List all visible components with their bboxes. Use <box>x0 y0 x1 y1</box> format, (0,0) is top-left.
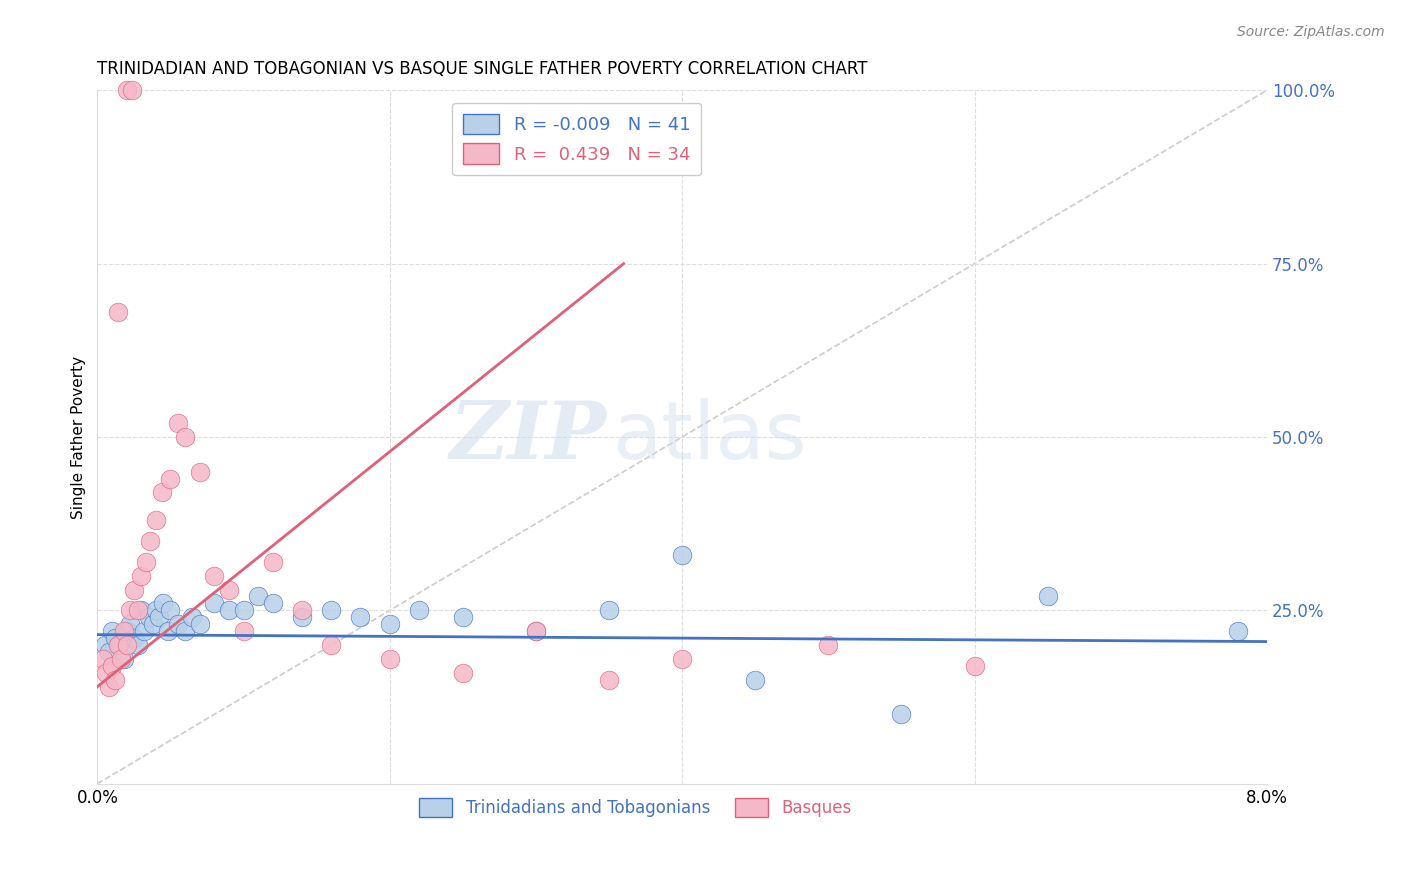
Text: TRINIDADIAN AND TOBAGONIAN VS BASQUE SINGLE FATHER POVERTY CORRELATION CHART: TRINIDADIAN AND TOBAGONIAN VS BASQUE SIN… <box>97 60 868 78</box>
Point <box>93 638 115 652</box>
Point <box>135 555 157 569</box>
Point <box>378 617 401 632</box>
Point <box>112 624 135 639</box>
Point <box>744 673 766 687</box>
Point <box>963 658 986 673</box>
Point <box>127 638 149 652</box>
Point <box>598 673 620 687</box>
Point <box>378 652 401 666</box>
Point <box>291 603 314 617</box>
Point <box>148 610 170 624</box>
Point <box>159 472 181 486</box>
Point <box>166 416 188 430</box>
Point <box>671 548 693 562</box>
Point <box>98 680 121 694</box>
Point <box>1226 624 1249 639</box>
Y-axis label: Single Father Poverty: Single Father Poverty <box>72 355 86 518</box>
Point <box>218 582 240 597</box>
Point <box>134 624 156 639</box>
Point <box>91 652 114 666</box>
Point <box>202 568 225 582</box>
Point <box>104 673 127 687</box>
Point <box>232 603 254 617</box>
Point <box>108 638 131 652</box>
Point <box>262 555 284 569</box>
Point <box>671 652 693 666</box>
Point <box>112 652 135 666</box>
Point <box>890 707 912 722</box>
Point <box>262 596 284 610</box>
Point <box>98 645 121 659</box>
Point <box>166 617 188 632</box>
Point <box>145 513 167 527</box>
Point <box>451 665 474 680</box>
Point <box>139 534 162 549</box>
Point <box>107 305 129 319</box>
Text: ZIP: ZIP <box>450 398 606 475</box>
Point <box>121 83 143 97</box>
Point <box>142 617 165 632</box>
Text: atlas: atlas <box>612 398 806 476</box>
Point <box>107 638 129 652</box>
Point <box>138 610 160 624</box>
Point <box>218 603 240 617</box>
Point <box>202 596 225 610</box>
Point <box>1036 590 1059 604</box>
Point <box>118 617 141 632</box>
Point <box>232 624 254 639</box>
Point <box>156 624 179 639</box>
Point <box>321 603 343 617</box>
Point <box>94 665 117 680</box>
Point <box>817 638 839 652</box>
Point <box>524 624 547 639</box>
Point <box>188 465 211 479</box>
Point <box>598 603 620 617</box>
Point <box>188 617 211 632</box>
Point <box>101 624 124 639</box>
Text: Source: ZipAtlas.com: Source: ZipAtlas.com <box>1237 25 1385 39</box>
Point <box>104 631 127 645</box>
Point <box>291 610 314 624</box>
Point <box>101 658 124 673</box>
Point <box>321 638 343 652</box>
Point <box>181 610 204 624</box>
Point <box>118 603 141 617</box>
Point <box>150 485 173 500</box>
Point <box>174 624 197 639</box>
Point <box>451 610 474 624</box>
Point <box>349 610 371 624</box>
Point <box>115 638 138 652</box>
Point <box>145 603 167 617</box>
Point <box>174 430 197 444</box>
Point <box>408 603 430 617</box>
Point <box>152 596 174 610</box>
Point <box>110 652 132 666</box>
Legend: Trinidadians and Tobagonians, Basques: Trinidadians and Tobagonians, Basques <box>412 791 859 824</box>
Point <box>122 582 145 597</box>
Point <box>129 568 152 582</box>
Point <box>159 603 181 617</box>
Point <box>129 603 152 617</box>
Point <box>115 83 138 97</box>
Point <box>247 590 270 604</box>
Point <box>524 624 547 639</box>
Point <box>115 624 138 639</box>
Point <box>122 631 145 645</box>
Point <box>127 603 149 617</box>
